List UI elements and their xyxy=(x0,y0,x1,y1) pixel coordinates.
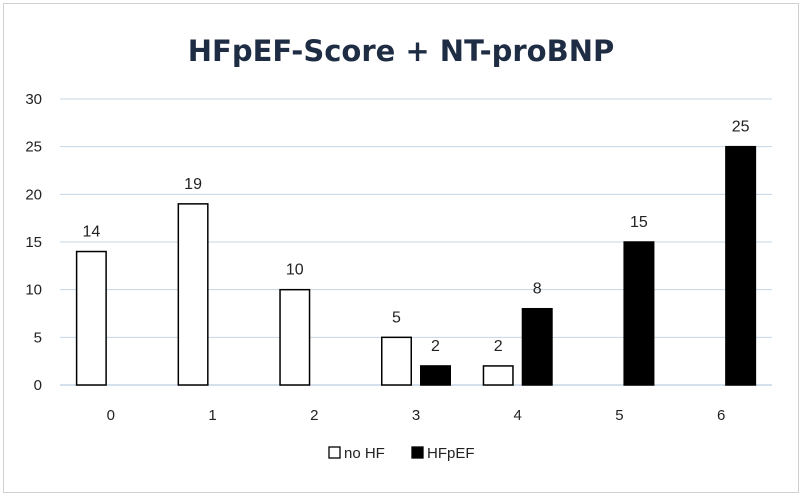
data-labels: 14 19 10 5 2 2 8 15 25 xyxy=(82,119,749,355)
data-label: 10 xyxy=(286,262,304,279)
data-label: 2 xyxy=(431,338,440,355)
bar-no-hf xyxy=(279,288,311,386)
x-tick-label: 4 xyxy=(514,407,522,424)
data-label: 19 xyxy=(184,176,202,193)
bar-hfpef xyxy=(725,145,757,386)
chart-frame: HFpEF-Score + NT-proBNP 0 5 10 15 20 25 30 14 1… xyxy=(3,3,799,493)
y-axis-ticks: 0 5 10 15 20 25 30 xyxy=(25,91,42,394)
legend-label: no HF xyxy=(344,445,385,462)
bar-hfpef xyxy=(420,365,451,386)
legend-swatch xyxy=(411,446,424,459)
bar-no-hf xyxy=(482,365,514,386)
x-tick-label: 0 xyxy=(107,407,115,424)
x-tick-label: 6 xyxy=(717,407,725,424)
legend-label: HFpEF xyxy=(427,445,475,462)
y-tick-label: 10 xyxy=(25,282,42,299)
data-label: 14 xyxy=(82,224,100,241)
bar-no-hf xyxy=(177,203,209,386)
y-tick-label: 25 xyxy=(25,139,42,156)
bars xyxy=(75,145,757,386)
x-tick-label: 2 xyxy=(310,407,318,424)
chart-title: HFpEF-Score + NT-proBNP xyxy=(188,34,615,68)
data-label: 15 xyxy=(630,214,648,231)
bar-no-hf xyxy=(381,336,412,386)
x-tick-label: 1 xyxy=(208,407,216,424)
x-axis-ticks: 0 1 2 3 4 5 6 xyxy=(107,407,726,424)
y-tick-label: 20 xyxy=(25,186,42,203)
y-tick-label: 0 xyxy=(34,377,42,394)
data-label: 25 xyxy=(732,119,750,136)
data-label: 5 xyxy=(392,309,401,326)
bar-hfpef xyxy=(521,307,553,386)
data-label: 2 xyxy=(494,338,503,355)
x-tick-label: 3 xyxy=(412,407,420,424)
gridlines xyxy=(60,98,772,386)
bar-hfpef xyxy=(623,241,655,386)
data-label: 8 xyxy=(533,281,542,298)
y-tick-label: 15 xyxy=(25,234,42,251)
y-tick-label: 30 xyxy=(25,91,42,108)
x-tick-label: 5 xyxy=(615,407,623,424)
legend: no HF HFpEF xyxy=(328,445,475,462)
y-tick-label: 5 xyxy=(34,329,42,346)
bar-no-hf xyxy=(75,250,107,386)
legend-swatch xyxy=(328,446,341,459)
